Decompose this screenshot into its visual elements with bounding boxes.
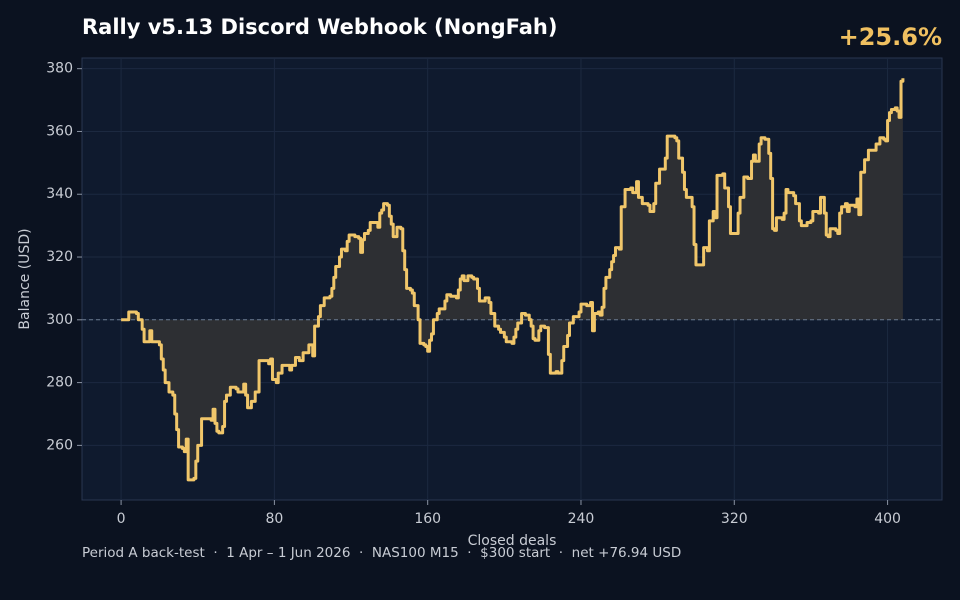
x-tick-label: 160 [414,511,441,527]
x-tick-label: 240 [568,511,595,527]
y-tick-label: 320 [46,249,73,265]
balance-area [121,78,903,480]
x-tick-label: 320 [721,511,748,527]
y-tick-label: 280 [46,375,73,391]
chart-title: Rally v5.13 Discord Webhook (NongFah) [82,15,557,39]
x-tick-label: 80 [265,511,283,527]
y-tick-label: 360 [46,123,73,139]
y-tick-label: 340 [46,186,73,202]
y-tick-label: 380 [46,61,73,77]
y-axis-label: Balance (USD) [17,228,33,329]
return-badge: +25.6% [839,23,942,51]
y-tick-label: 260 [46,437,73,453]
x-tick-label: 400 [874,511,901,527]
y-tick-label: 300 [46,312,73,328]
x-tick-label: 0 [117,511,126,527]
balance-line [121,78,905,482]
x-axis-label: Closed deals [468,533,557,549]
footnote: Period A back-test · 1 Apr – 1 Jun 2026 … [82,545,681,561]
